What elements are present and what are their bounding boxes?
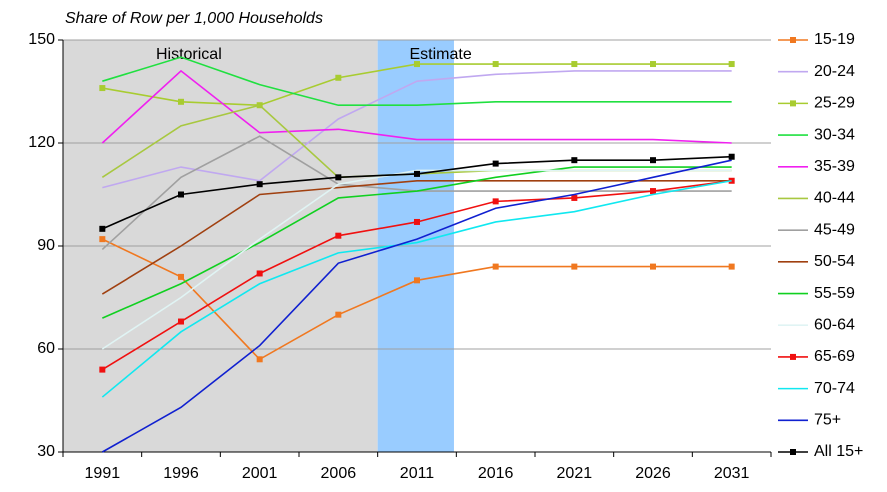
x-tick-label: 2021 [557,465,593,482]
series-line [101,69,732,144]
point-marker [335,311,342,318]
point-marker [335,74,342,81]
point-marker [99,366,106,373]
series-line [102,56,732,107]
legend-label: 75+ [814,412,841,429]
point-marker [99,225,106,232]
legend-label: 50-54 [814,253,855,270]
point-marker [256,270,263,277]
legend-label: 20-24 [814,63,855,80]
point-marker [335,232,342,239]
point-marker [492,160,499,167]
legend-label: 35-39 [814,158,855,175]
point-marker [492,61,499,68]
point-marker [650,188,656,195]
legend-label: 25-29 [814,95,855,112]
point-marker [99,236,106,243]
point-marker [256,356,263,363]
point-marker [414,61,420,68]
series-line [101,169,732,350]
x-tick-label: 2001 [242,465,278,482]
legend-label: 70-74 [814,380,855,397]
x-tick-label: 2031 [714,465,750,482]
point-marker [414,277,420,284]
legend-label: 45-49 [814,221,855,238]
point-marker [414,170,420,177]
y-tick-label: 60 [37,340,55,357]
chart-title: Share of Row per 1,000 Households [65,10,323,27]
legend-label: All 15+ [814,443,863,460]
y-tick-label: 120 [28,134,55,151]
point-marker [571,61,578,68]
point-marker [571,263,578,270]
x-tick-label: 2006 [321,465,357,482]
point-marker [571,194,578,201]
legend-label: 15-19 [814,31,855,48]
point-marker [414,218,420,225]
legend-label: 40-44 [814,190,855,207]
legend-marker [790,449,796,455]
y-tick-label: 30 [37,443,55,460]
x-tick-label: 2016 [478,465,514,482]
series-line [101,179,732,398]
series-line [102,166,732,319]
legend-label: 65-69 [814,348,855,365]
point-marker [650,157,656,164]
point-marker [728,153,735,160]
x-tick-label: 1991 [85,465,121,482]
x-tick-label: 2011 [400,465,435,482]
point-marker [492,198,499,205]
point-marker [99,85,106,92]
x-tick-label: 1996 [163,465,199,482]
annotation: Estimate [409,46,471,63]
legend-marker [790,353,796,360]
legend-marker [790,37,796,43]
point-marker [256,181,263,188]
point-marker [492,263,499,270]
x-tick-label: 2026 [635,465,671,482]
point-marker [650,263,656,270]
y-tick-label: 150 [28,31,55,48]
point-marker [178,318,184,325]
legend-marker [790,100,796,107]
y-tick-label: 90 [37,237,55,254]
legend-label: 30-34 [814,126,855,143]
point-marker [178,273,184,280]
point-marker [728,61,735,68]
series-line [101,179,732,295]
series-line [101,159,732,453]
legend-label: 60-64 [814,316,855,333]
series-line [102,70,732,189]
point-marker [335,174,342,181]
point-marker [728,263,735,270]
point-marker [178,98,184,105]
point-marker [571,157,578,164]
point-marker [650,61,656,68]
legend-label: 55-59 [814,285,855,302]
point-marker [178,191,184,198]
